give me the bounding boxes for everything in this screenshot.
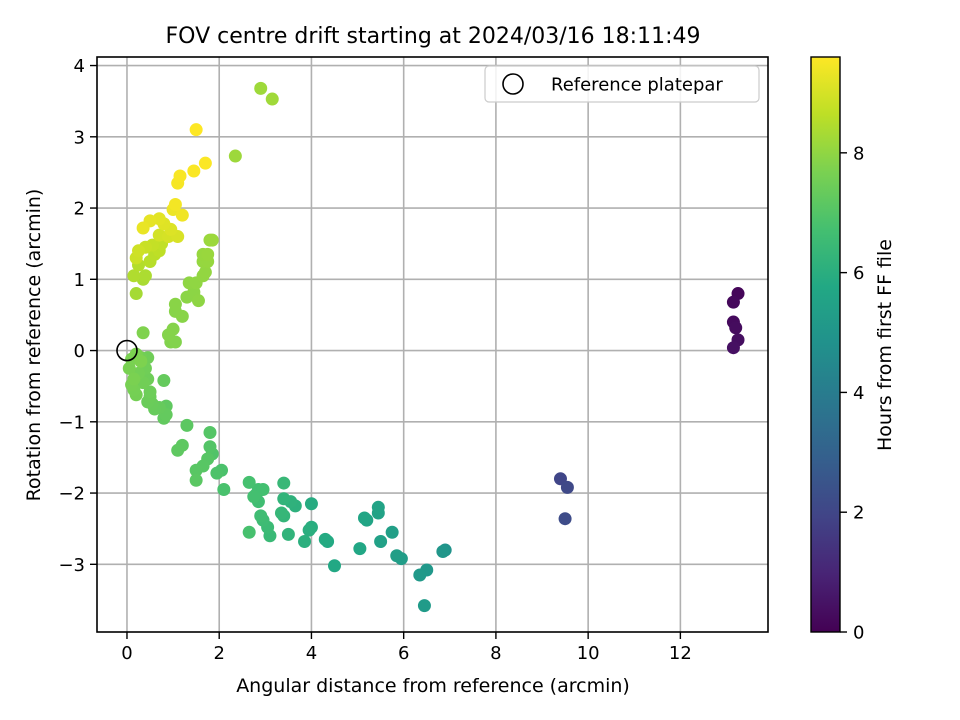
data-point — [254, 81, 268, 95]
data-point — [726, 341, 740, 355]
data-point — [168, 297, 182, 311]
data-point — [277, 476, 291, 490]
data-point — [298, 535, 312, 549]
data-point — [353, 542, 367, 556]
data-point — [281, 527, 295, 541]
x-tick-label: 2 — [213, 643, 224, 664]
data-point — [171, 443, 185, 457]
x-tick-label: 8 — [490, 643, 501, 664]
data-point — [189, 463, 203, 477]
colorbar-tick-label: 0 — [853, 623, 864, 644]
scatter-points — [122, 81, 745, 613]
data-point — [189, 473, 203, 487]
data-point — [371, 500, 385, 514]
y-tick-label: −2 — [58, 484, 85, 505]
y-tick-label: −3 — [58, 555, 85, 576]
data-point — [390, 549, 404, 563]
x-axis-ticks: 0 2 4 6 8 10 12 — [121, 632, 692, 664]
data-point — [175, 208, 189, 222]
data-point — [242, 525, 256, 539]
data-point — [168, 197, 182, 211]
legend: Reference platepar — [484, 65, 760, 103]
x-tick-label: 12 — [669, 643, 692, 664]
data-point — [189, 123, 203, 137]
x-tick-label: 6 — [398, 643, 409, 664]
data-point — [417, 599, 431, 613]
data-point — [277, 492, 291, 506]
data-point — [302, 523, 316, 537]
chart-title: FOV centre drift starting at 2024/03/16 … — [166, 24, 701, 49]
y-tick-label: −1 — [58, 412, 85, 433]
data-point — [175, 309, 189, 323]
y-tick-label: 4 — [74, 56, 85, 77]
y-axis-ticks: −3 −2 −1 0 1 2 3 4 — [58, 56, 97, 576]
data-point — [328, 559, 342, 573]
data-point — [217, 482, 231, 496]
data-point — [254, 509, 268, 523]
data-point — [242, 475, 256, 489]
data-point — [357, 511, 371, 525]
data-point — [180, 418, 194, 432]
data-point — [726, 295, 740, 309]
colorbar-tick-label: 6 — [853, 263, 864, 284]
data-point — [729, 321, 743, 335]
data-point — [198, 265, 212, 279]
y-tick-label: 0 — [74, 341, 85, 362]
x-tick-label: 10 — [577, 643, 600, 664]
colorbar-tick-label: 8 — [853, 143, 864, 164]
y-tick-label: 2 — [74, 199, 85, 220]
data-point — [173, 169, 187, 183]
colorbar-tick-label: 4 — [853, 383, 864, 404]
data-point — [143, 385, 157, 399]
colorbar-gradient — [810, 56, 841, 633]
data-point — [247, 490, 261, 504]
data-point — [374, 535, 388, 549]
x-axis-label: Angular distance from reference (arcmin) — [236, 675, 630, 697]
data-point — [274, 506, 288, 520]
data-point — [201, 247, 215, 261]
colorbar-tick-label: 2 — [853, 503, 864, 524]
y-tick-label: 1 — [74, 270, 85, 291]
data-point — [136, 326, 150, 340]
data-point — [560, 480, 574, 494]
data-point — [187, 164, 201, 178]
data-point — [205, 233, 219, 247]
data-point — [134, 354, 148, 368]
data-point — [138, 269, 152, 283]
grid-lines — [97, 57, 768, 632]
data-point — [228, 149, 242, 163]
legend-entry: Reference platepar — [551, 75, 723, 96]
data-point — [203, 440, 217, 454]
data-point — [132, 244, 146, 258]
y-tick-label: 3 — [74, 127, 85, 148]
data-point — [127, 372, 141, 386]
data-point — [166, 322, 180, 336]
data-point — [385, 525, 399, 539]
data-point — [203, 425, 217, 439]
colorbar-label: Hours from first FF file — [874, 239, 896, 451]
x-tick-label: 4 — [306, 643, 317, 664]
legend-marker — [502, 73, 524, 95]
plot-frame — [96, 56, 769, 633]
data-point — [304, 497, 318, 511]
data-point — [157, 373, 171, 387]
data-point — [136, 221, 150, 235]
data-point — [265, 92, 279, 106]
data-point — [129, 287, 143, 301]
x-tick-label: 0 — [121, 643, 132, 664]
colorbar: 0 2 4 6 8 Hours from first FF file — [810, 56, 896, 644]
data-point — [256, 482, 270, 496]
reference-platepar-marker — [116, 339, 138, 362]
data-point — [413, 568, 427, 582]
data-point — [318, 532, 332, 546]
data-point — [558, 512, 572, 526]
y-axis-label: Rotation from reference (arcmin) — [23, 189, 45, 502]
data-point — [436, 544, 450, 558]
data-point — [210, 466, 224, 480]
colorbar-ticks: 0 2 4 6 8 — [840, 143, 864, 644]
data-point — [198, 156, 212, 170]
data-point — [191, 294, 205, 308]
data-point — [127, 269, 141, 283]
